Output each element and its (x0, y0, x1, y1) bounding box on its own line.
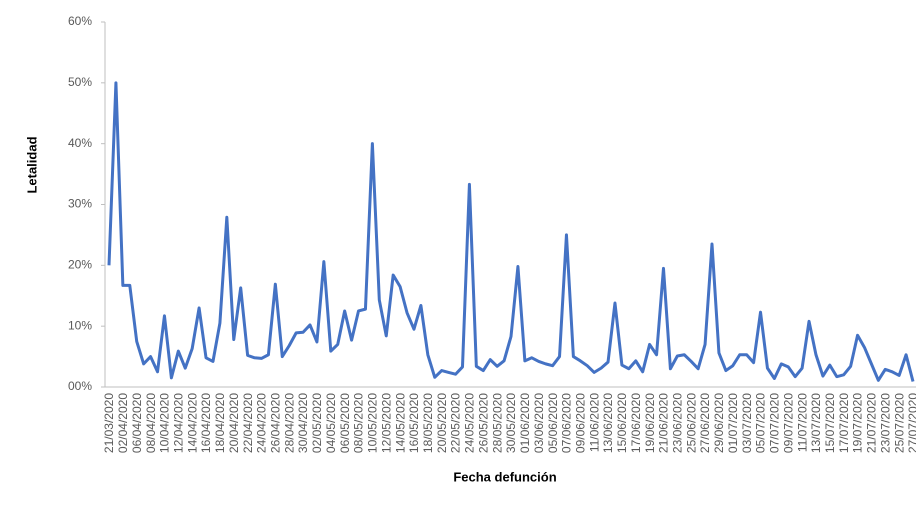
y-tick-label: 10% (68, 318, 92, 332)
x-tick-label: 25/06/2020 (684, 393, 698, 453)
x-tick-label: 28/04/2020 (282, 393, 296, 453)
x-tick-label: 18/04/2020 (213, 393, 227, 453)
x-tick-label: 05/06/2020 (546, 393, 560, 453)
y-axis-title: Letalidad (24, 136, 39, 193)
x-tick-label: 06/04/2020 (130, 393, 144, 453)
x-tick-label: 15/07/2020 (823, 393, 837, 453)
x-axis-title: Fecha defunción (453, 469, 556, 484)
y-tick-label: 50% (68, 75, 92, 89)
x-tick-label: 16/04/2020 (199, 393, 213, 453)
x-tick-label: 08/05/2020 (352, 393, 366, 453)
x-tick-label: 23/07/2020 (878, 393, 892, 453)
x-tick-label: 26/04/2020 (269, 393, 283, 453)
x-tick-label: 09/07/2020 (781, 393, 795, 453)
x-tick-label: 02/05/2020 (310, 393, 324, 453)
x-tick-label: 19/07/2020 (851, 393, 865, 453)
x-tick-label: 01/07/2020 (726, 393, 740, 453)
data-line (107, 81, 915, 382)
x-tick-label: 14/04/2020 (185, 393, 199, 453)
x-tick-label: 01/06/2020 (518, 393, 532, 453)
x-tick-label: 24/05/2020 (463, 393, 477, 453)
x-tick-label: 26/05/2020 (476, 393, 490, 453)
x-tick-label: 23/06/2020 (671, 393, 685, 453)
x-tick-label: 03/07/2020 (740, 393, 754, 453)
x-tick-label: 04/05/2020 (324, 393, 338, 453)
y-tick-label: 60% (68, 14, 92, 28)
x-tick-label: 10/05/2020 (366, 393, 380, 453)
x-tick-label: 06/05/2020 (338, 393, 352, 453)
x-tick-label: 27/07/2020 (906, 393, 916, 453)
x-tick-label: 13/07/2020 (809, 393, 823, 453)
x-tick-label: 16/05/2020 (407, 393, 421, 453)
x-tick-label: 07/06/2020 (560, 393, 574, 453)
x-tick-label: 20/05/2020 (435, 393, 449, 453)
x-tick-label: 07/07/2020 (768, 393, 782, 453)
y-tick-label: 40% (68, 136, 92, 150)
x-tick-label: 13/06/2020 (601, 393, 615, 453)
x-tick-label: 21/07/2020 (865, 393, 879, 453)
x-tick-label: 17/06/2020 (629, 393, 643, 453)
x-tick-label: 28/05/2020 (490, 393, 504, 453)
x-tick-label: 18/05/2020 (421, 393, 435, 453)
x-tick-label: 21/03/2020 (102, 393, 116, 453)
x-tick-label: 30/04/2020 (296, 393, 310, 453)
x-tick-label: 12/05/2020 (379, 393, 393, 453)
x-tick-label: 17/07/2020 (837, 393, 851, 453)
x-tick-label: 30/05/2020 (504, 393, 518, 453)
x-tick-label: 11/07/2020 (795, 393, 809, 452)
x-tick-label: 22/05/2020 (449, 393, 463, 453)
x-tick-label: 12/04/2020 (171, 393, 185, 453)
x-tick-label: 19/06/2020 (643, 393, 657, 453)
x-tick-label: 27/06/2020 (698, 393, 712, 453)
x-tick-label: 10/04/2020 (158, 393, 172, 453)
x-tick-label: 15/06/2020 (615, 393, 629, 453)
x-tick-label: 03/06/2020 (532, 393, 546, 453)
x-tick-label: 24/04/2020 (255, 393, 269, 453)
x-tick-label: 08/04/2020 (144, 393, 158, 453)
x-tick-label: 20/04/2020 (227, 393, 241, 453)
x-tick-label: 11/06/2020 (587, 393, 601, 452)
x-tick-label: 25/07/2020 (892, 393, 906, 453)
x-tick-label: 14/05/2020 (393, 393, 407, 453)
x-tick-label: 09/06/2020 (573, 393, 587, 453)
x-tick-label: 05/07/2020 (754, 393, 768, 453)
x-tick-label: 22/04/2020 (241, 393, 255, 453)
y-tick-label: 20% (68, 258, 92, 272)
x-tick-label: 02/04/2020 (116, 393, 130, 453)
x-tick-label: 29/06/2020 (712, 393, 726, 453)
y-tick-label: 30% (68, 197, 92, 211)
x-tick-label: 21/06/2020 (657, 393, 671, 453)
y-tick-label: 00% (68, 379, 92, 393)
